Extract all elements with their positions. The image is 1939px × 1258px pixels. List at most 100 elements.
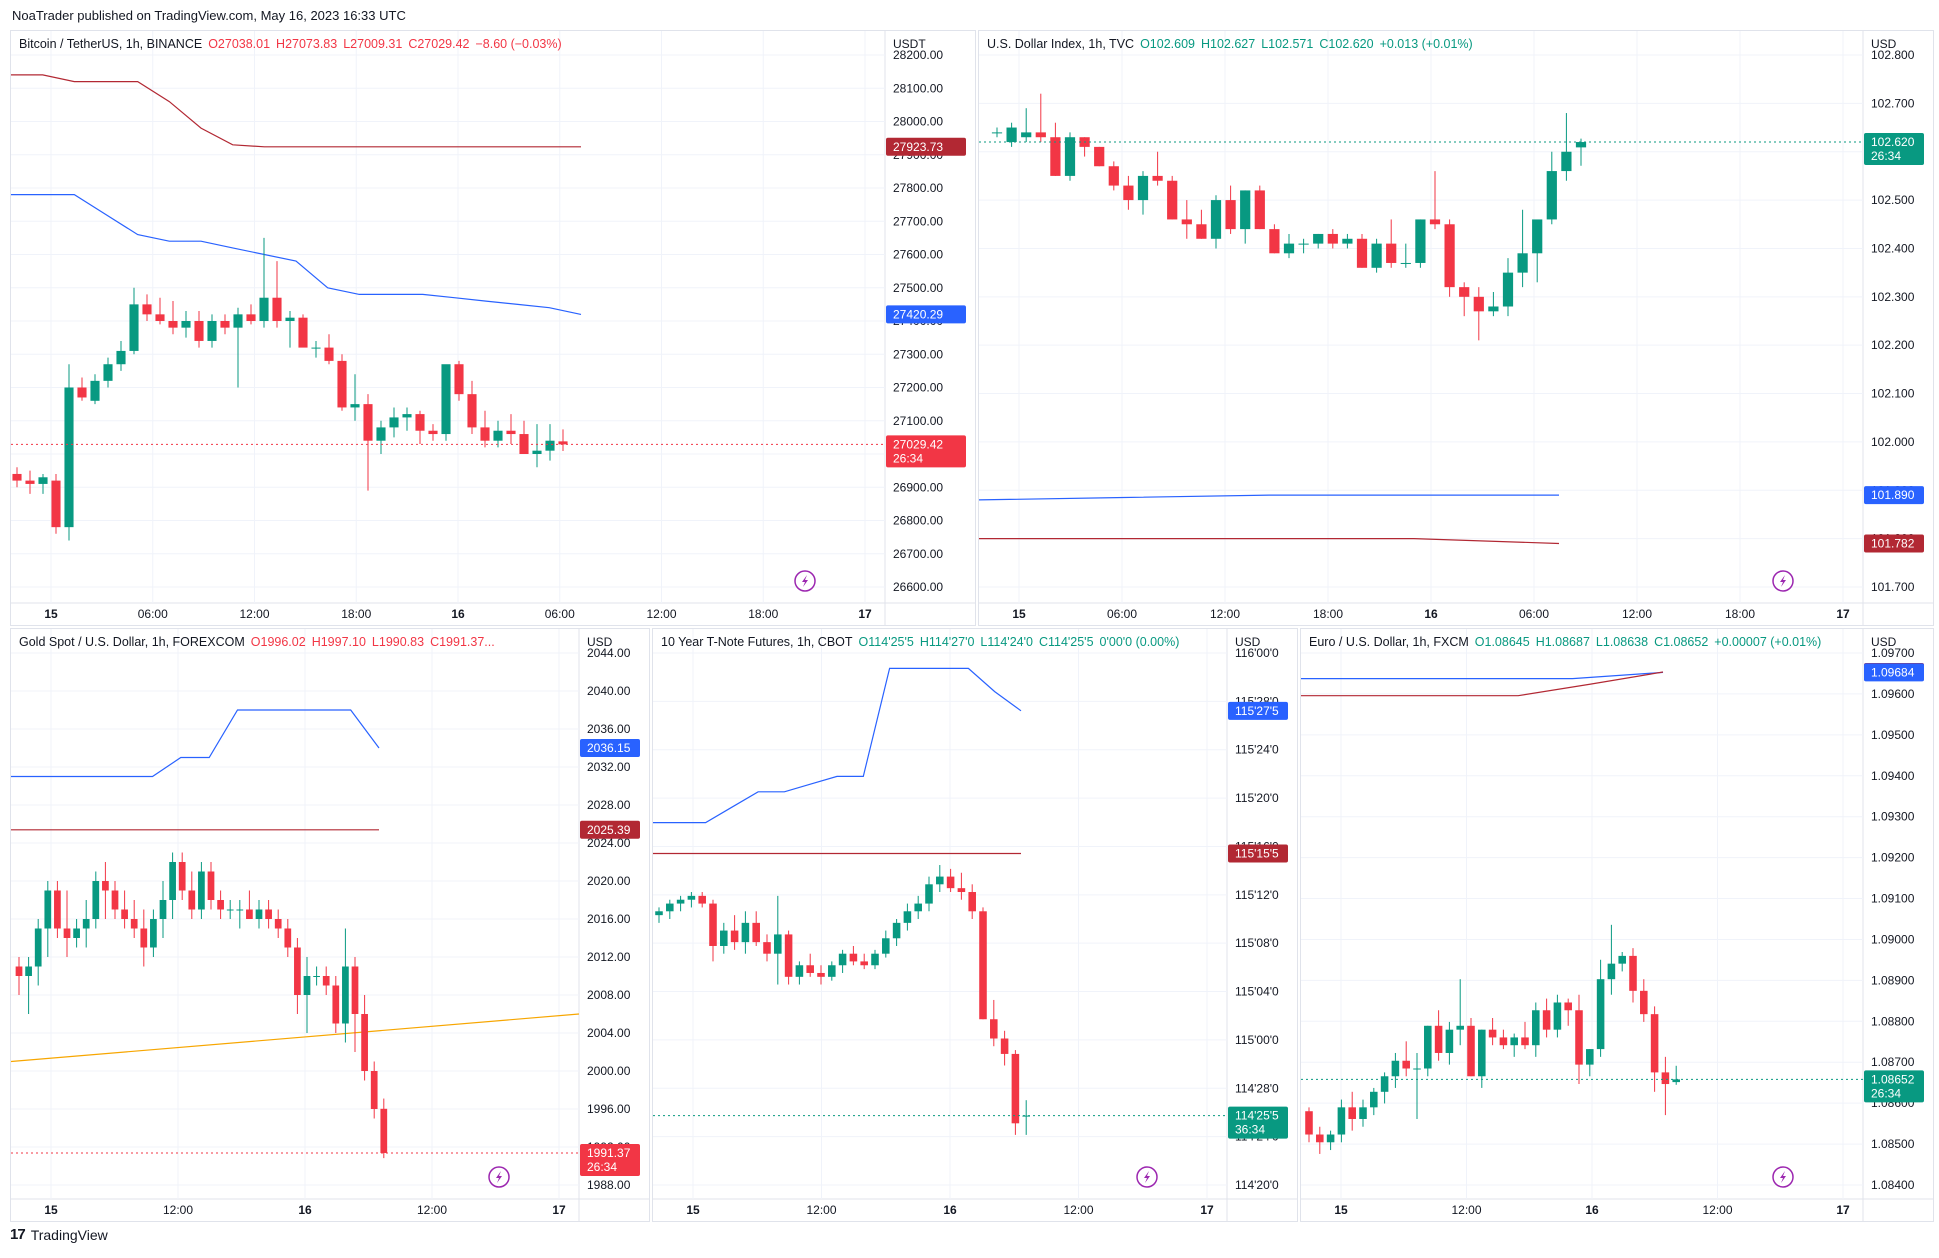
y-tick-label: 1988.00 xyxy=(587,1178,631,1192)
candle-body xyxy=(1305,1111,1313,1135)
x-tick-label: 12:00 xyxy=(1702,1203,1732,1217)
y-tick-label: 1.08700 xyxy=(1871,1055,1915,1069)
price-tag xyxy=(1864,663,1924,682)
legend-close-value: C1991.37... xyxy=(430,635,495,649)
candle-body xyxy=(774,934,782,954)
candle-body xyxy=(207,321,217,341)
candle-body xyxy=(1532,219,1543,254)
candle-body xyxy=(25,480,35,484)
y-tick-label: 27300.00 xyxy=(893,347,943,361)
candle-body xyxy=(255,909,263,919)
y-tick-label: 2032.00 xyxy=(587,760,631,774)
symbol-legend[interactable]: Euro / U.S. Dollar, 1h, FXCM O1.08645 H1.0… xyxy=(1309,635,1821,649)
candle-body xyxy=(415,414,425,431)
x-tick-label: 06:00 xyxy=(1519,607,1549,621)
candle-body xyxy=(51,480,61,528)
candle-body xyxy=(169,862,176,900)
price-tag xyxy=(886,305,966,324)
price-tag xyxy=(580,820,640,839)
candle-body xyxy=(246,909,253,919)
symbol-legend[interactable]: Bitcoin / TetherUS, 1h, BINANCE O27038.01… xyxy=(19,37,562,51)
x-tick-label: 12:00 xyxy=(1622,607,1652,621)
candle-body xyxy=(1313,233,1324,244)
y-tick-label: 115'04'0 xyxy=(1235,985,1279,999)
candle-body xyxy=(1521,1037,1529,1046)
chart-panel-tnote[interactable]: 116'00'0115'28'0115'24'0115'20'0115'16'0… xyxy=(652,628,1298,1222)
candle-body xyxy=(1371,243,1382,268)
y-tick-label: 1.09600 xyxy=(1871,687,1915,701)
candle-body xyxy=(957,888,966,893)
candle-body xyxy=(226,909,234,911)
candle-body xyxy=(361,1014,368,1071)
candle-body xyxy=(324,347,334,361)
candle-body xyxy=(1473,296,1484,312)
x-tick-label: 12:00 xyxy=(1063,1203,1093,1217)
candle-body xyxy=(1327,233,1338,244)
candle-body xyxy=(1546,171,1557,220)
y-tick-label: 116'00'0 xyxy=(1235,646,1279,660)
candle-body xyxy=(274,919,282,929)
x-tick-label: 16 xyxy=(451,607,465,621)
chart-svg: 1.09700 1.09600 1.09500 1.09400 1.09300 1.092… xyxy=(1301,629,1933,1221)
chart-panel-btc[interactable]: 28200.0028100.0028000.0027900.0027800.00… xyxy=(10,30,976,626)
y-tick-label: 28200.00 xyxy=(893,48,943,62)
x-tick-label: 17 xyxy=(1836,1203,1850,1217)
candle-body xyxy=(666,903,674,912)
symbol-legend[interactable]: 10 Year T-Note Futures, 1h, CBOT O114'25'… xyxy=(661,635,1179,649)
chart-panel-dxy[interactable]: 102.800102.700102.600102.500102.400102.3… xyxy=(978,30,1934,626)
tradingview-footer[interactable]: 17 TradingView xyxy=(10,1226,108,1243)
candle-body xyxy=(532,450,542,454)
candle-body xyxy=(914,903,922,912)
candle-body xyxy=(159,900,167,919)
legend-close-value: C27029.42 xyxy=(408,37,470,51)
candle-body xyxy=(130,919,138,929)
y-tick-label: 115'24'0 xyxy=(1235,743,1279,757)
currency-unit: USD xyxy=(1235,635,1261,649)
candle-body xyxy=(236,909,244,911)
legend-change-value: −8.60 (−0.03%) xyxy=(475,37,562,51)
candle-body xyxy=(129,304,139,351)
candle-body xyxy=(687,895,696,900)
candle-body xyxy=(1000,1038,1009,1054)
legend-close-value: C102.620 xyxy=(1319,37,1374,51)
y-tick-label: 1.09700 xyxy=(1871,646,1915,660)
candle-body xyxy=(709,903,717,946)
y-tick-label: 102.200 xyxy=(1871,338,1915,352)
price-tag xyxy=(1228,844,1288,863)
candle-body xyxy=(15,966,23,976)
candle-body xyxy=(467,394,477,428)
x-tick-label: 12:00 xyxy=(417,1203,447,1217)
candle-body xyxy=(979,911,987,1020)
candle-body xyxy=(1467,1025,1475,1077)
y-tick-label: 102.800 xyxy=(1871,48,1915,62)
y-tick-label: 102.400 xyxy=(1871,241,1915,255)
symbol-legend[interactable]: Gold Spot / U.S. Dollar, 1h, FOREXCOM O19… xyxy=(19,635,501,649)
price-tag xyxy=(1864,486,1924,505)
candle-body xyxy=(871,953,879,966)
lightning-glyph xyxy=(1780,575,1786,587)
legend-change-value: +0.013 (+0.01%) xyxy=(1379,37,1473,51)
candle-body xyxy=(54,890,61,929)
candle-body xyxy=(303,976,311,995)
candle-body xyxy=(730,930,739,943)
candle-body xyxy=(519,434,529,454)
chart-panel-eur[interactable]: 1.09700 1.09600 1.09500 1.09400 1.09300 1.092… xyxy=(1300,628,1934,1222)
price-tag-label: 115'27'5 xyxy=(1235,704,1279,718)
x-tick-label: 18:00 xyxy=(1725,607,1755,621)
candle-body xyxy=(1050,137,1061,176)
symbol-legend[interactable]: U.S. Dollar Index, 1h, TVC O102.609 H102.6… xyxy=(987,37,1473,51)
price-tag xyxy=(886,435,966,468)
legend-open-value: O114'25'5 xyxy=(858,635,914,649)
candle-body xyxy=(1386,243,1397,263)
x-tick-label: 12:00 xyxy=(1210,607,1240,621)
candle-body xyxy=(828,965,836,977)
y-tick-label: 102.100 xyxy=(1871,387,1915,401)
y-tick-label: 2028.00 xyxy=(587,798,631,812)
candle-body xyxy=(763,942,771,954)
legend-low-value: L102.571 xyxy=(1261,37,1314,51)
x-tick-label: 12:00 xyxy=(806,1203,836,1217)
legend-low-value: L114'24'0 xyxy=(980,635,1033,649)
y-tick-label: 27100.00 xyxy=(893,414,943,428)
chart-panel-gold[interactable]: 2044.00 2040.00 2036.00 2032.00 2028.00 2024.… xyxy=(10,628,650,1222)
chart-svg: 116'00'0115'28'0115'24'0115'20'0115'16'0… xyxy=(653,629,1297,1221)
